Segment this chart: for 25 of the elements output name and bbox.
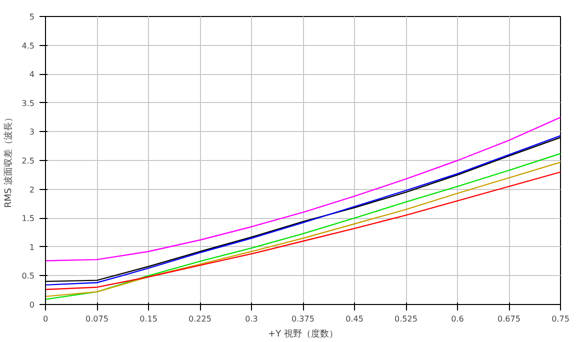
x-axis-title: +Y 視野（度数） xyxy=(268,328,338,340)
y-tick-label: 1 xyxy=(29,242,35,252)
x-tick-label: 0.225 xyxy=(188,314,212,324)
x-tick-label: 0.525 xyxy=(394,314,418,324)
y-tick-label: 0.5 xyxy=(22,272,35,281)
x-tick-label: 0 xyxy=(42,314,48,324)
y-axis-title: RMS 波面収差（波長） xyxy=(2,113,14,208)
x-tick-label: 0.375 xyxy=(292,314,314,324)
line-series xyxy=(46,116,560,262)
x-tick-label: 0.3 xyxy=(245,314,258,324)
x-tick-label: 0.45 xyxy=(346,314,364,324)
x-tick-label: 0.75 xyxy=(552,314,570,324)
y-tick-label: 4.5 xyxy=(22,41,35,50)
y-tick-label: 3.5 xyxy=(22,98,35,108)
y-tick-label: 0 xyxy=(29,300,35,310)
x-tick-label: 0.15 xyxy=(140,314,158,324)
y-tick-label: 3 xyxy=(29,128,35,137)
y-tick-label: 4 xyxy=(29,70,35,80)
x-tick-label: 0.675 xyxy=(498,314,520,324)
y-tick-label: 5 xyxy=(29,12,35,22)
x-tick-label: 0.6 xyxy=(451,314,464,324)
y-tick-label: 2.5 xyxy=(22,156,35,166)
y-tick-label: 1.5 xyxy=(22,214,35,224)
y-tick-label: 2 xyxy=(29,185,35,194)
x-tick-label: 0.075 xyxy=(86,314,108,324)
